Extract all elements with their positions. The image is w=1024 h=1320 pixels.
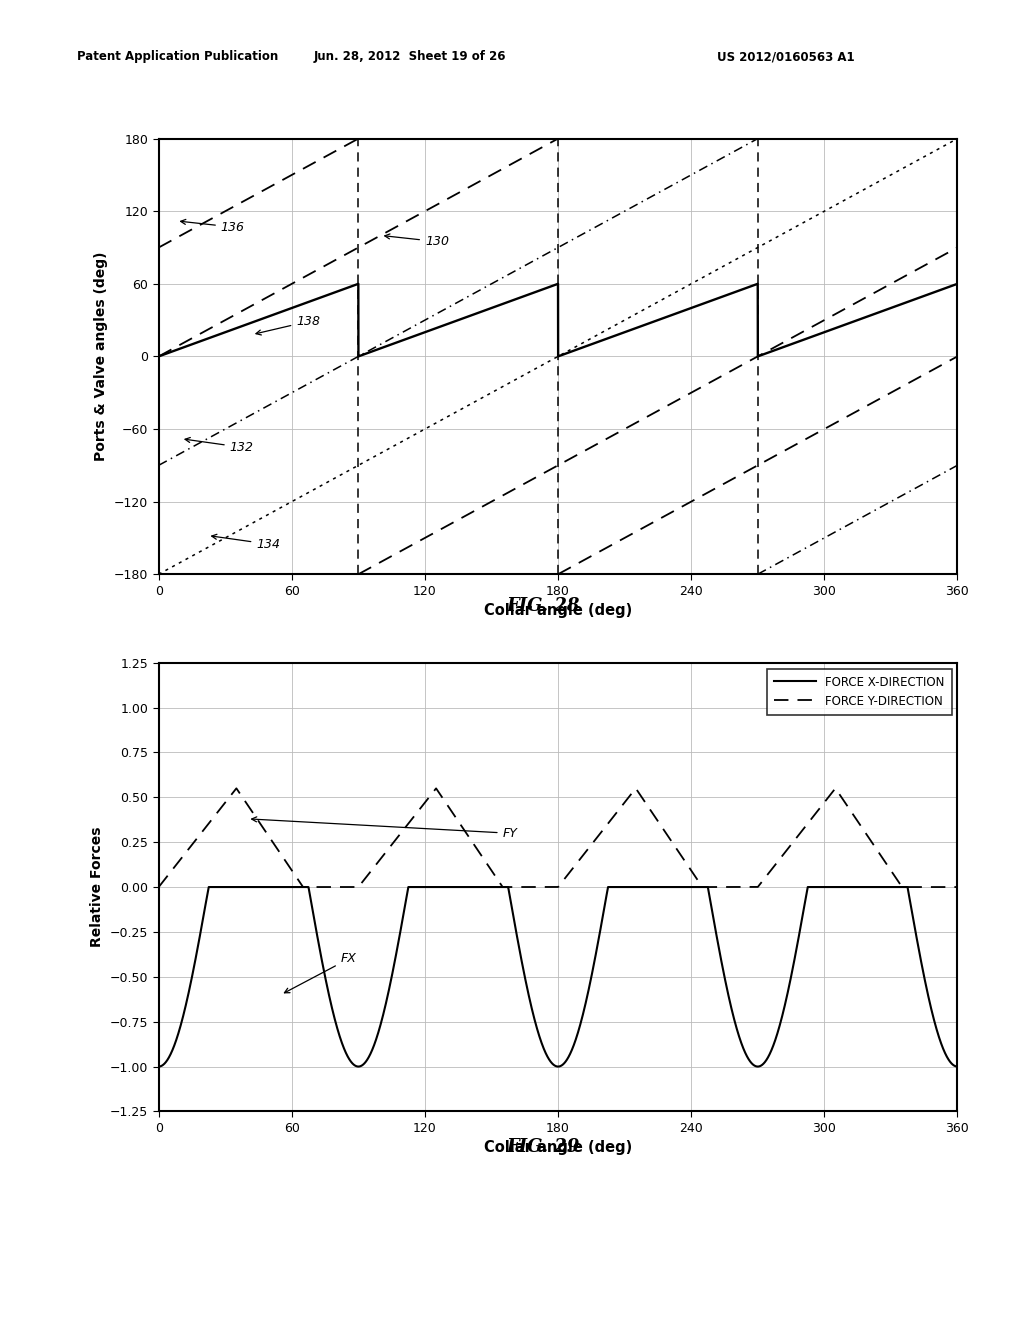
Text: FY: FY (252, 817, 517, 840)
FORCE Y-DIRECTION (908, 879, 921, 895)
Text: US 2012/0160563 A1: US 2012/0160563 A1 (717, 50, 854, 63)
FORCE Y-DIRECTION (230, 780, 243, 796)
FORCE X-DIRECTION (951, 1059, 964, 1074)
Line: FORCE X-DIRECTION: FORCE X-DIRECTION (159, 887, 957, 1067)
FORCE Y-DIRECTION (424, 788, 436, 804)
Text: 134: 134 (212, 535, 281, 550)
Text: FIG. 29: FIG. 29 (506, 1138, 580, 1156)
FORCE Y-DIRECTION (736, 879, 749, 895)
Text: Jun. 28, 2012  Sheet 19 of 26: Jun. 28, 2012 Sheet 19 of 26 (313, 50, 506, 63)
Text: FIG. 28: FIG. 28 (506, 597, 580, 615)
Text: FX: FX (285, 953, 356, 993)
Y-axis label: Ports & Valve angles (deg): Ports & Valve angles (deg) (94, 252, 109, 461)
FORCE X-DIRECTION (203, 879, 215, 895)
FORCE Y-DIRECTION (530, 879, 543, 895)
FORCE X-DIRECTION (918, 968, 930, 983)
X-axis label: Collar angle (deg): Collar angle (deg) (484, 1140, 632, 1155)
Text: Patent Application Publication: Patent Application Publication (77, 50, 279, 63)
Y-axis label: Relative Forces: Relative Forces (90, 826, 104, 948)
FORCE X-DIRECTION (153, 1059, 165, 1074)
Text: 136: 136 (180, 219, 245, 234)
FORCE Y-DIRECTION (759, 870, 771, 886)
FORCE Y-DIRECTION (918, 879, 930, 895)
FORCE X-DIRECTION (908, 916, 921, 932)
FORCE X-DIRECTION (424, 879, 436, 895)
Text: 132: 132 (185, 437, 254, 454)
Text: 130: 130 (385, 234, 449, 248)
FORCE X-DIRECTION (736, 1039, 749, 1055)
Text: 138: 138 (256, 315, 321, 335)
Legend: FORCE X-DIRECTION, FORCE Y-DIRECTION: FORCE X-DIRECTION, FORCE Y-DIRECTION (767, 668, 951, 714)
FORCE Y-DIRECTION (951, 879, 964, 895)
Line: FORCE Y-DIRECTION: FORCE Y-DIRECTION (159, 788, 957, 887)
X-axis label: Collar angle (deg): Collar angle (deg) (484, 603, 632, 618)
FORCE Y-DIRECTION (153, 879, 165, 895)
FORCE X-DIRECTION (759, 1053, 771, 1069)
FORCE X-DIRECTION (530, 1020, 543, 1036)
